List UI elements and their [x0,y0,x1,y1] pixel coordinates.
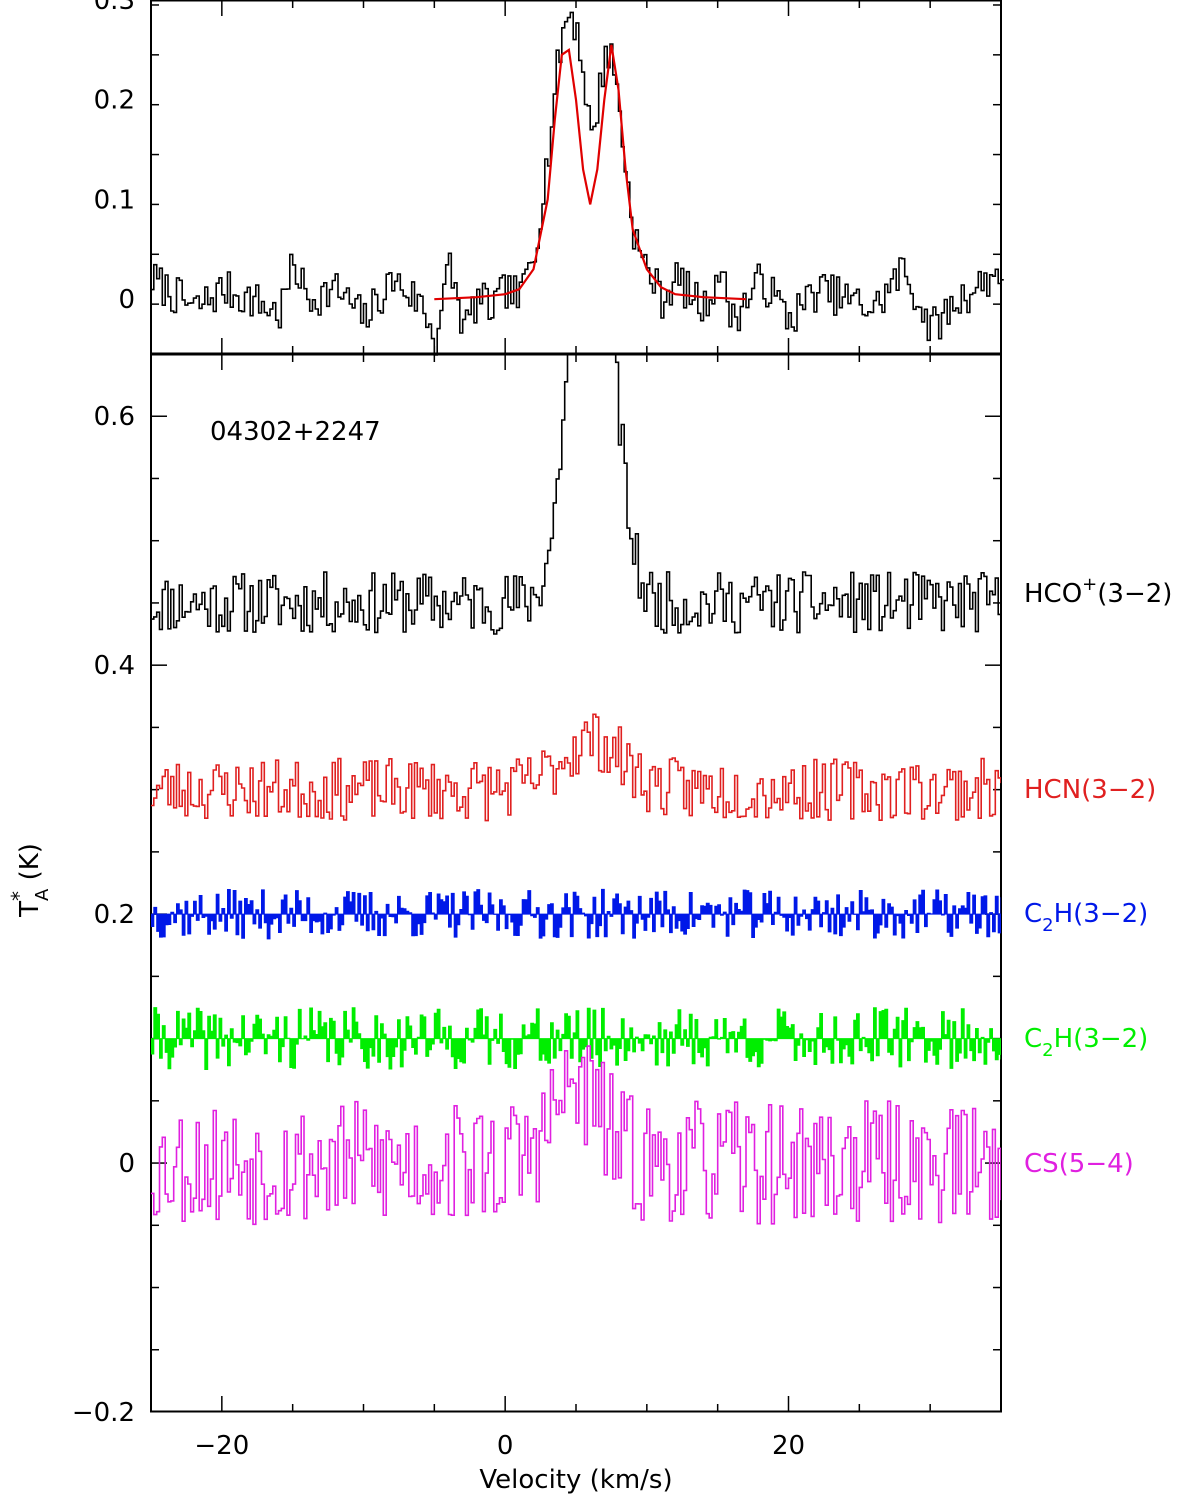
hco-observed-spectrum [151,11,1004,356]
x-axis-label: Velocity (km/s) [479,1465,672,1495]
spectrum-3-fill [151,1007,1001,1070]
y-tick-label: 0 [118,285,135,315]
y-tick-label: 0.3 [94,0,135,16]
y-tick-label: 0.1 [94,185,135,215]
x-tick-label: 20 [772,1431,805,1461]
spectrum-0-line [151,354,1001,635]
series-label-2: C2H(3−2) [1024,899,1148,936]
y-tick-label: 0.2 [94,86,135,116]
series-labels: HCO+(3−2) HCN(3−2) C2H(3−2) C2H(3−2) CS(5−4) [1024,574,1172,1179]
source-name: 04302+2247 [210,417,381,447]
model-fit-line [434,44,747,301]
spectrum-2-fill [151,888,1001,940]
series-label-1: HCN(3−2) [1024,775,1156,805]
spectra-group [151,354,1001,1226]
y-tick-label: 0.2 [94,900,135,930]
series-label-0: HCO+(3−2) [1024,574,1172,609]
spectrum-1-line [151,713,1001,822]
bottom-panel: −0.2 0 0.2 0.4 0.6 −20 0 20 Velocity (km/s) T*A (… [7,353,1002,1495]
y-tick-label: −0.2 [72,1398,135,1428]
series-label-4: CS(5−4) [1024,1149,1134,1179]
x-tick-label: 0 [497,1431,514,1461]
plot-frame [150,353,1002,1413]
spectrum-4-line [151,1045,1001,1226]
series-label-3: C2H(3−2) [1024,1024,1148,1061]
y-tick-label: 0.6 [94,402,135,432]
y-tick-label: 0.4 [94,651,135,681]
top-panel: 0 0.1 0.2 0.3 [94,0,1004,356]
y-axis-label: T*A (K) [7,843,53,918]
x-tick-label: −20 [194,1431,249,1461]
y-tick-label: 0 [118,1149,135,1179]
